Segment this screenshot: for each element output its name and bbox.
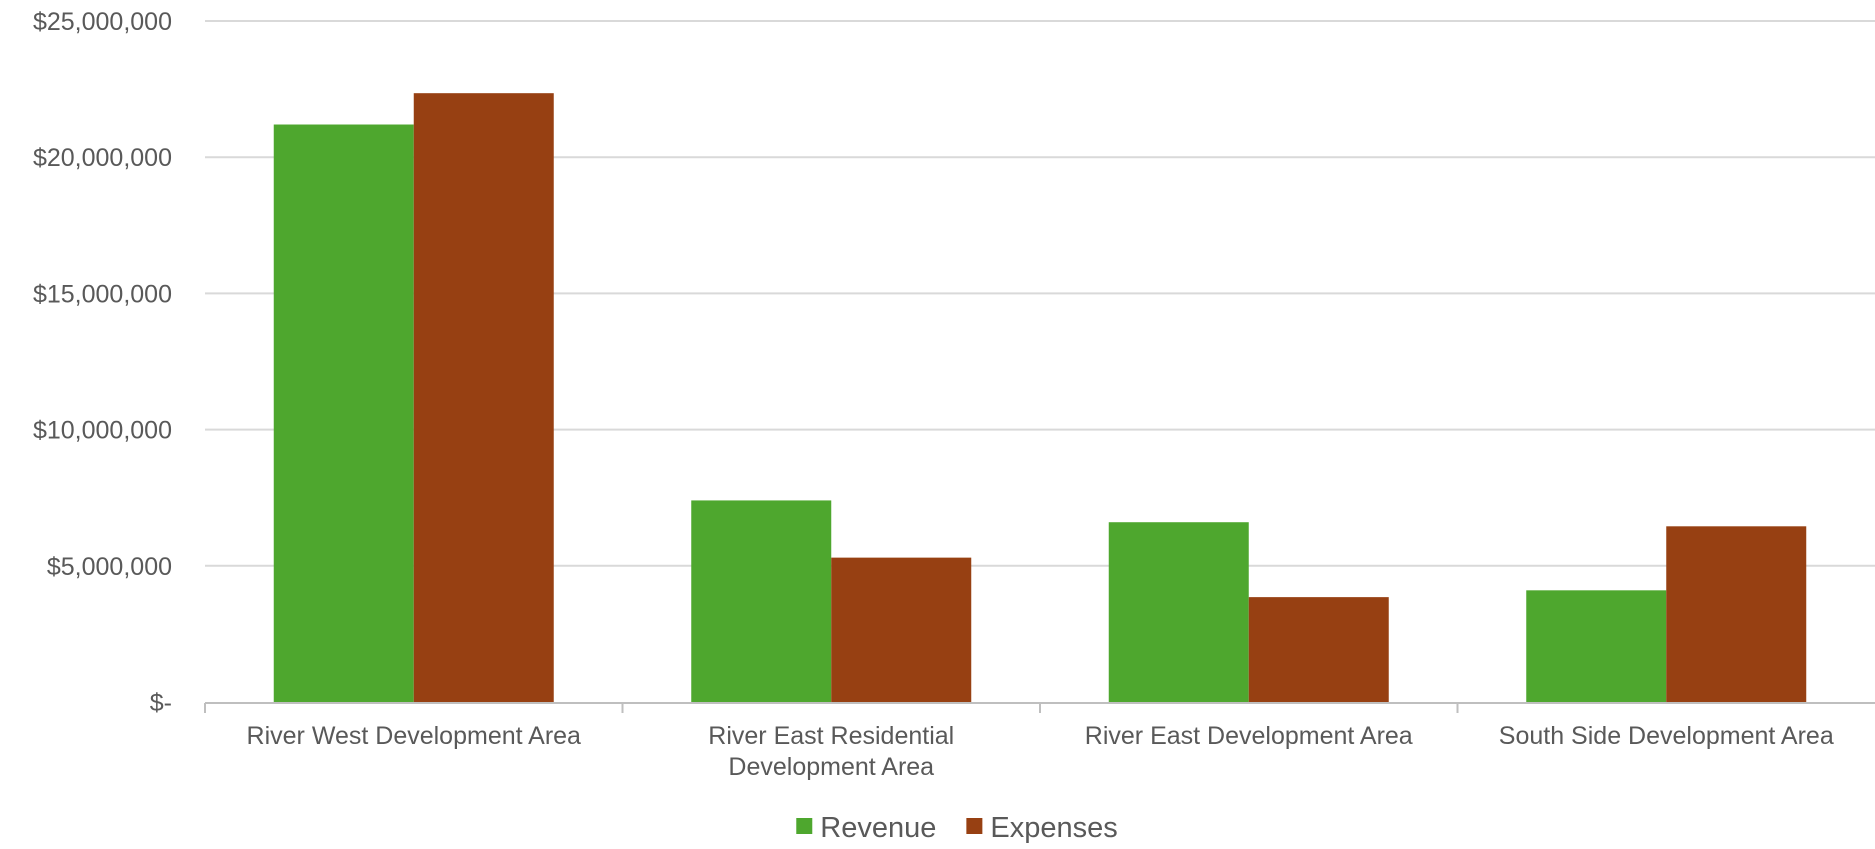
- y-tick-label: $20,000,000: [33, 144, 172, 172]
- legend-swatch: [966, 818, 983, 834]
- x-axis-category-labels: River West Development Area River East Re…: [247, 722, 1834, 781]
- x-category-label: River East Development Area: [1085, 722, 1413, 750]
- bar-expenses: [1666, 526, 1807, 702]
- bars: [273, 93, 1807, 703]
- bar-expenses: [413, 93, 554, 703]
- bar-revenue: [273, 124, 414, 702]
- y-tick-label: $15,000,000: [33, 280, 172, 308]
- x-category-label: Development Area: [728, 753, 934, 781]
- y-tick-label: $5,000,000: [47, 553, 172, 581]
- bar-revenue: [691, 500, 832, 702]
- legend-swatch: [796, 818, 813, 834]
- x-category-label: River East Residential: [708, 722, 954, 750]
- y-axis-tick-labels: $- $5,000,000 $10,000,000 $15,000,000 $20,00…: [33, 8, 172, 717]
- x-category-label: River West Development Area: [247, 722, 581, 750]
- x-category-label: South Side Development Area: [1499, 722, 1834, 750]
- y-tick-label: $25,000,000: [33, 8, 172, 36]
- legend-label: Expenses: [990, 812, 1117, 844]
- bar-expenses: [831, 557, 972, 702]
- legend-label: Revenue: [820, 812, 936, 844]
- bar-revenue: [1526, 590, 1667, 702]
- y-tick-label: $10,000,000: [33, 417, 172, 445]
- x-axis: [204, 702, 1875, 713]
- y-tick-label: $-: [150, 689, 172, 717]
- bar-revenue: [1108, 522, 1249, 702]
- legend: Revenue Expenses: [796, 812, 1118, 844]
- bar-expenses: [1248, 597, 1389, 702]
